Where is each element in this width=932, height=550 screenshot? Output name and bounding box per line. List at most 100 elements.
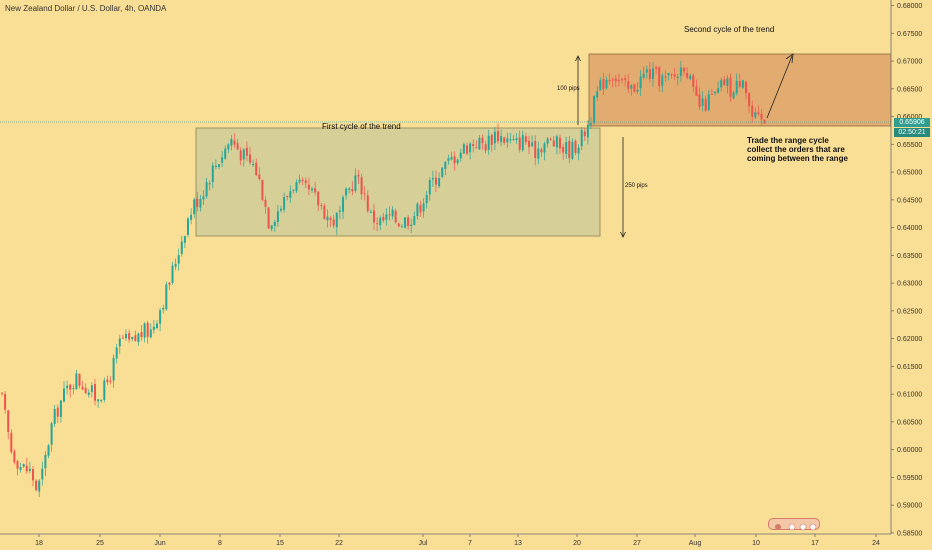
candle-body	[230, 138, 233, 146]
candle-body	[304, 180, 307, 184]
candle-body	[388, 214, 391, 216]
candle-body	[258, 174, 261, 180]
candle-body	[760, 113, 763, 120]
candle-body	[332, 219, 335, 226]
candle-body	[484, 144, 487, 151]
candle-body	[249, 154, 251, 163]
candle-body	[16, 461, 19, 469]
candle-body	[329, 217, 332, 221]
x-tick-label: 22	[335, 540, 343, 547]
candle-body	[559, 137, 561, 149]
candle-body	[472, 144, 475, 146]
candle-body	[35, 480, 38, 491]
candle-body	[410, 224, 413, 227]
x-tick-label: 17	[811, 540, 819, 547]
candle-body	[13, 451, 16, 463]
candle-body	[723, 79, 726, 85]
candle-body	[109, 380, 112, 382]
second-cycle-box[interactable]	[588, 53, 892, 127]
candle-body	[466, 145, 468, 154]
candle-body	[748, 93, 751, 107]
candle-body	[621, 79, 623, 81]
candle-body	[497, 131, 499, 142]
candle-body	[438, 178, 441, 187]
candle-body	[255, 162, 258, 176]
candle-body	[577, 147, 580, 154]
y-tick-label: 0.62000	[897, 336, 922, 343]
first-cycle-label: First cycle of the trend	[322, 122, 401, 131]
candle-body	[44, 455, 47, 469]
y-tick-label: 0.65500	[897, 142, 922, 149]
candle-body	[714, 91, 716, 94]
x-tick-label: 7	[468, 540, 472, 547]
candle-body	[351, 188, 354, 192]
x-tick-label: Jul	[419, 540, 428, 547]
candle-body	[428, 179, 431, 195]
candle-body	[500, 136, 503, 143]
candle-body	[171, 265, 174, 283]
x-tick-label: 20	[573, 540, 581, 547]
candle-body	[636, 89, 639, 92]
candle-body	[444, 161, 447, 169]
candle-body	[710, 93, 713, 95]
candle-body	[159, 310, 162, 324]
candle-body	[686, 72, 689, 78]
candle-body	[354, 175, 357, 191]
candle-body	[125, 333, 127, 339]
x-tick-label: 15	[276, 540, 284, 547]
arrow-100-pips-head	[575, 55, 581, 62]
first-cycle-box[interactable]	[195, 127, 601, 237]
candle-body	[478, 137, 481, 150]
candle-body	[242, 149, 245, 160]
candle-body	[56, 407, 59, 417]
second-cycle-label: Second cycle of the trend	[684, 25, 775, 34]
candle-body	[373, 210, 375, 223]
candle-body	[323, 205, 326, 220]
candle-body	[94, 384, 96, 401]
candle-body	[512, 139, 515, 141]
candle-body	[28, 468, 31, 471]
candle-body	[416, 203, 419, 217]
candle-body	[177, 255, 180, 264]
candle-body	[1, 392, 3, 394]
candle-body	[602, 79, 605, 89]
candle-body	[562, 146, 565, 153]
candle-body	[543, 143, 546, 153]
candle-body	[174, 263, 177, 267]
arrow-250-pips-head	[620, 231, 626, 238]
candle-body	[264, 199, 267, 207]
candle-body	[481, 137, 484, 144]
y-tick-label: 0.61500	[897, 364, 922, 371]
candle-body	[363, 193, 366, 195]
candle-body	[183, 236, 186, 243]
candle-body	[239, 150, 242, 161]
candle-body	[555, 136, 558, 148]
candle-body	[261, 179, 264, 200]
x-tick-label: 10	[752, 540, 760, 547]
candle-body	[565, 142, 568, 155]
candle-body	[407, 217, 410, 227]
candle-body	[583, 131, 586, 137]
x-tick-label: Jun	[154, 540, 165, 547]
y-tick-label: 0.58500	[897, 530, 922, 537]
candle-body	[335, 212, 338, 228]
candle-body	[531, 142, 534, 147]
candles	[1, 60, 766, 498]
candle-body	[314, 188, 317, 193]
tradingview-logo[interactable]	[768, 518, 820, 531]
candle-body	[689, 75, 692, 80]
candle-body	[605, 79, 608, 89]
candle-body	[493, 131, 496, 144]
candle-body	[459, 152, 462, 159]
projection-arrow[interactable]	[766, 55, 793, 119]
candle-body	[435, 177, 437, 185]
candle-body	[168, 282, 171, 285]
candle-body	[286, 195, 289, 197]
candle-body	[596, 91, 599, 98]
candle-body	[667, 73, 670, 76]
candle-body	[447, 158, 450, 161]
candle-body	[10, 432, 13, 452]
candle-body	[763, 119, 766, 124]
candle-body	[422, 203, 425, 212]
chart-title: New Zealand Dollar / U.S. Dollar, 4h, OA…	[5, 4, 167, 13]
